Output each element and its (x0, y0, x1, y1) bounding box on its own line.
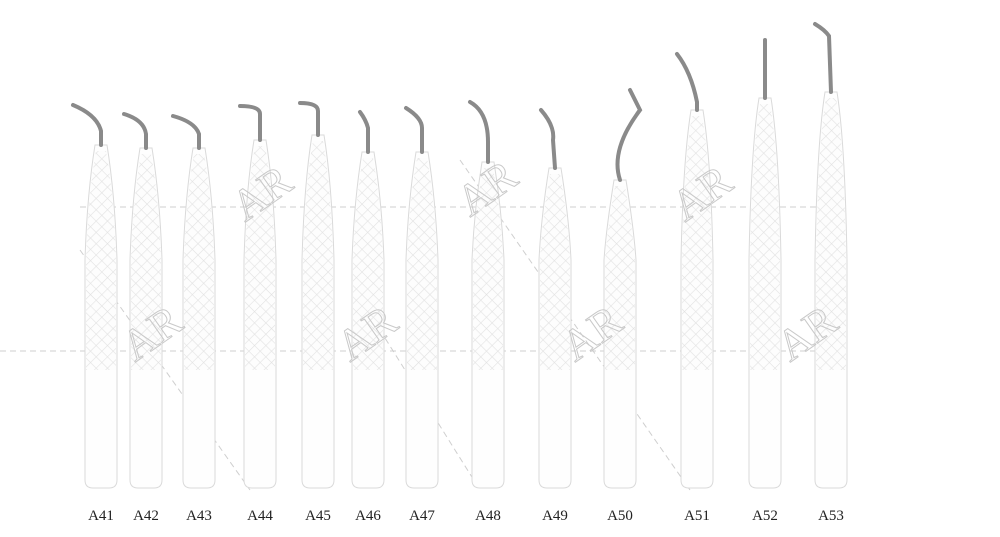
model-label: A45 (305, 508, 331, 524)
model-label: A53 (818, 508, 844, 524)
model-label: A49 (542, 508, 568, 524)
tweezer-texture (473, 168, 503, 370)
model-label: A48 (475, 508, 501, 524)
tweezer-texture (816, 98, 846, 370)
tweezer-tip (238, 104, 262, 142)
tweezer-texture (605, 186, 635, 370)
watermark: AR (663, 155, 742, 231)
tweezer-tip (298, 101, 320, 137)
tweezer-tip (615, 88, 643, 182)
tweezer-tip (539, 108, 557, 170)
tweezer-tip (813, 22, 833, 94)
tweezer-texture (353, 158, 383, 370)
tweezer-texture (750, 104, 780, 370)
model-label: A47 (409, 508, 435, 524)
tweezer-tip (358, 110, 370, 154)
watermark: AR (448, 150, 527, 226)
tweezers (71, 22, 848, 489)
tweezer-texture (303, 141, 333, 370)
labels: A41 A42 A43 A44 A45 A46 A47 A48 A49 A50 A51 A52 A53 (88, 508, 844, 524)
tweezer-texture (540, 174, 570, 370)
watermark: AR (113, 295, 192, 371)
tweezer-texture (86, 151, 116, 370)
tweezer-tip (404, 106, 424, 154)
watermark: AR (223, 155, 302, 231)
tweezer-tip (468, 100, 490, 164)
tweezer-texture (245, 146, 275, 370)
model-label: A46 (355, 508, 381, 524)
tweezer-tip (71, 103, 103, 147)
tweezer-tip (675, 52, 699, 112)
model-label: A51 (684, 508, 710, 524)
model-label: A50 (607, 508, 633, 524)
tweezer-tip (171, 114, 201, 150)
model-label: A52 (752, 508, 778, 524)
model-label: A41 (88, 508, 114, 524)
tweezer-texture (407, 158, 437, 370)
tweezer-texture (682, 116, 712, 370)
model-label: A44 (247, 508, 273, 524)
watermark: AR (328, 295, 407, 371)
tweezer-texture (184, 154, 214, 370)
model-label: A42 (133, 508, 159, 524)
tweezer-texture (131, 154, 161, 370)
model-label: A43 (186, 508, 212, 524)
tweezer-tip (122, 112, 148, 150)
